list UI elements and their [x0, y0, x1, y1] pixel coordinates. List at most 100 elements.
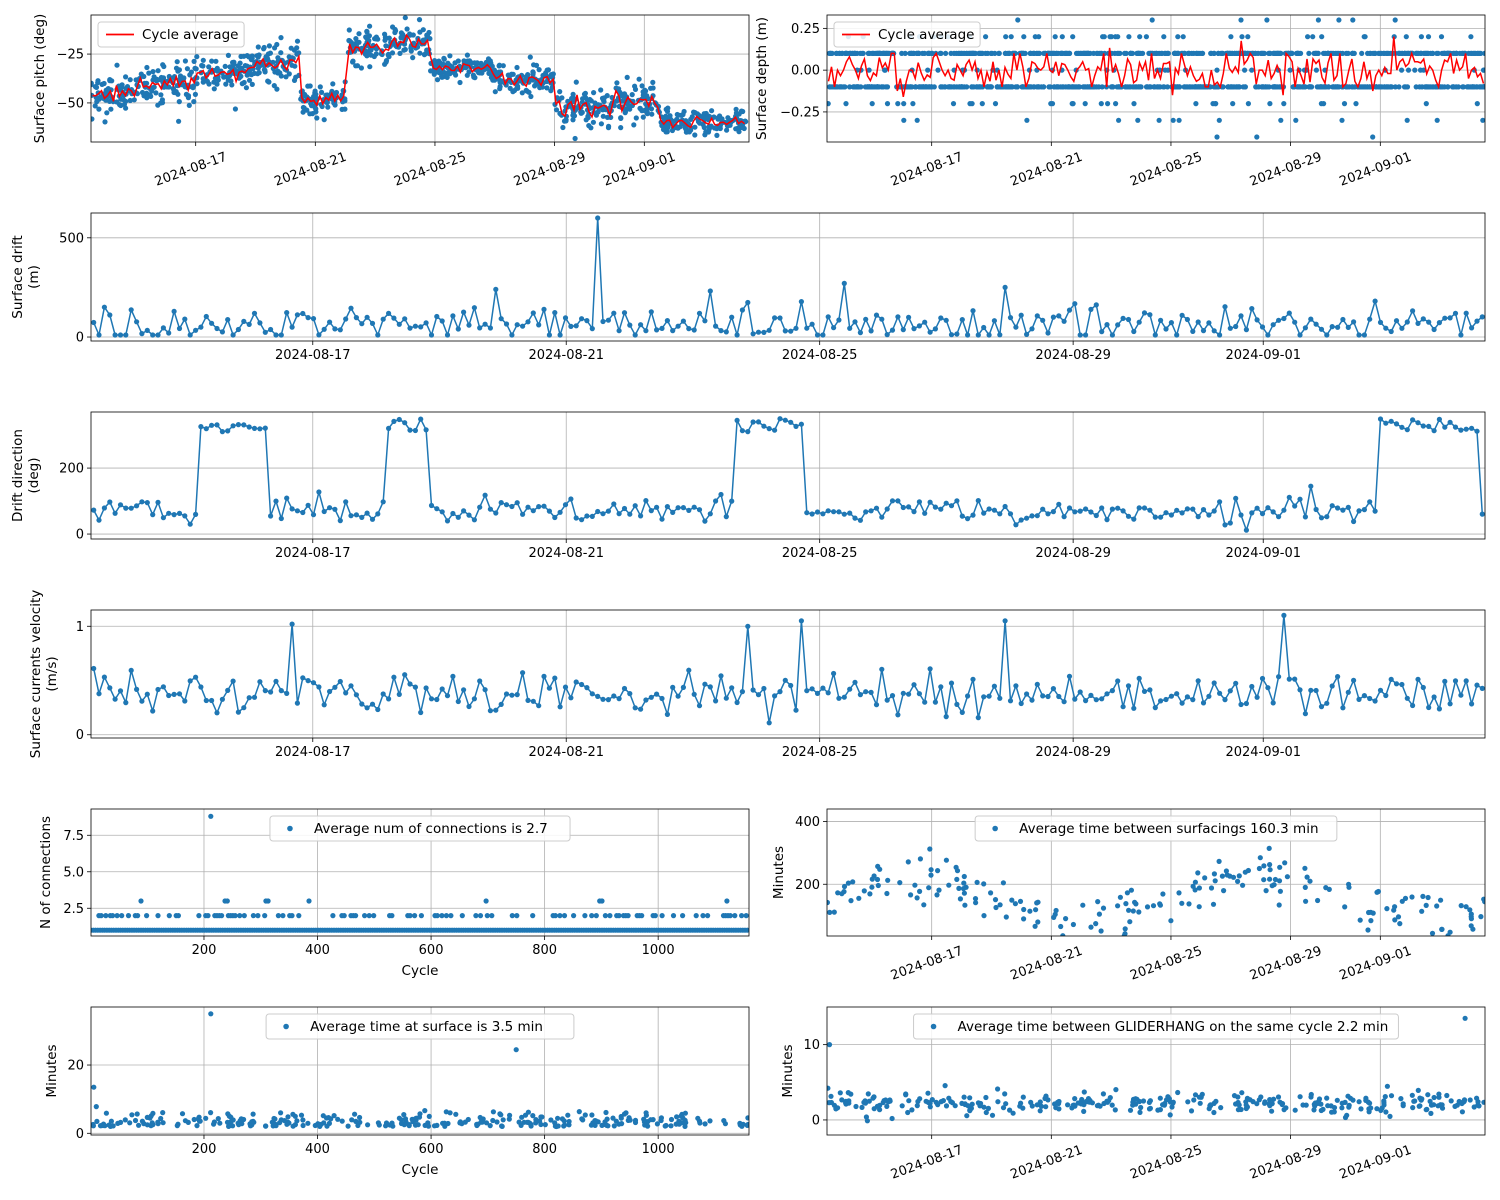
- data-point: [680, 505, 687, 511]
- data-point: [988, 890, 994, 896]
- data-point: [523, 87, 529, 93]
- data-point: [289, 324, 295, 330]
- data-point: [843, 50, 850, 57]
- data-point: [638, 706, 644, 712]
- data-point: [1422, 50, 1428, 57]
- data-point: [738, 108, 745, 114]
- data-point: [1270, 50, 1277, 57]
- data-point: [211, 86, 217, 92]
- data-point: [1196, 885, 1202, 891]
- data-point: [455, 326, 461, 332]
- data-point: [873, 702, 880, 708]
- data-point: [718, 491, 724, 498]
- data-point: [324, 1123, 330, 1129]
- data-point: [1265, 685, 1271, 691]
- data-point: [873, 312, 880, 318]
- data-point: [335, 1116, 341, 1122]
- data-point: [943, 714, 949, 720]
- data-point: [139, 1118, 145, 1124]
- data-point: [182, 513, 188, 519]
- data-point: [1123, 901, 1129, 907]
- data-point: [176, 510, 183, 516]
- data-point: [750, 687, 756, 693]
- data-point: [428, 696, 435, 702]
- data-point: [1363, 1097, 1369, 1103]
- data-point: [192, 91, 198, 97]
- data-point: [865, 50, 871, 57]
- data-point: [965, 693, 971, 699]
- data-point: [1168, 918, 1174, 924]
- data-point: [1470, 84, 1476, 90]
- data-point: [1325, 1103, 1331, 1109]
- data-point: [1381, 1098, 1387, 1104]
- data-point: [643, 88, 649, 94]
- data-point: [948, 503, 955, 509]
- data-point: [938, 684, 944, 690]
- data-point: [1313, 506, 1319, 513]
- data-point: [1420, 316, 1426, 322]
- data-point: [1195, 514, 1201, 520]
- data-point: [1212, 878, 1218, 884]
- data-point: [926, 84, 933, 90]
- data-point: [936, 887, 942, 893]
- data-point: [636, 76, 642, 82]
- data-point: [1113, 101, 1119, 107]
- data-point: [639, 83, 645, 89]
- data-point: [943, 50, 949, 57]
- data-point: [158, 74, 164, 81]
- data-point: [1115, 50, 1121, 57]
- data-point: [869, 876, 875, 882]
- data-point: [696, 310, 703, 316]
- data-point: [991, 683, 998, 689]
- data-point: [112, 510, 118, 516]
- data-point: [375, 332, 381, 338]
- data-point: [250, 1111, 256, 1117]
- data-point: [148, 1113, 154, 1119]
- data-point: [353, 36, 359, 42]
- x-tick-label: 2024-08-21: [1009, 150, 1085, 190]
- data-point: [1115, 678, 1121, 684]
- data-point: [1217, 499, 1223, 505]
- data-point: [610, 1115, 616, 1121]
- data-point: [209, 58, 215, 64]
- data-point: [1335, 505, 1341, 511]
- plot-area-surface-time: [91, 1011, 749, 1130]
- data-point: [629, 92, 635, 98]
- data-point: [266, 59, 272, 65]
- data-point: [1305, 34, 1311, 40]
- data-point: [639, 913, 645, 919]
- data-point: [820, 511, 826, 517]
- data-point: [638, 513, 644, 519]
- data-point: [934, 892, 940, 898]
- data-point: [926, 50, 932, 57]
- data-point: [922, 319, 928, 325]
- data-point: [1147, 507, 1153, 513]
- data-point: [536, 504, 542, 510]
- plot-area-velocity: [91, 612, 1485, 726]
- data-point: [750, 331, 756, 337]
- data-point: [1426, 704, 1432, 711]
- data-point: [224, 898, 230, 904]
- data-point: [1230, 874, 1237, 880]
- data-point: [155, 686, 161, 693]
- data-point: [92, 84, 98, 90]
- data-point: [1140, 50, 1146, 57]
- data-point: [214, 65, 220, 71]
- data-point: [158, 1115, 164, 1122]
- data-point: [986, 506, 992, 512]
- data-point: [954, 868, 961, 874]
- data-point: [1155, 84, 1161, 90]
- x-tick-label: 600: [419, 1142, 444, 1157]
- data-point: [954, 331, 960, 337]
- data-point: [407, 325, 413, 331]
- data-point: [444, 518, 451, 524]
- data-point: [814, 690, 821, 697]
- data-point: [877, 866, 883, 872]
- chart-direction: 2024-08-17 2024-08-21 2024-08-25 2024-08-29…: [10, 411, 1486, 561]
- data-point: [1293, 117, 1299, 123]
- data-point: [235, 422, 241, 428]
- data-point: [1463, 426, 1469, 432]
- data-point: [1351, 677, 1357, 684]
- data-point: [123, 700, 129, 706]
- data-point: [839, 50, 845, 57]
